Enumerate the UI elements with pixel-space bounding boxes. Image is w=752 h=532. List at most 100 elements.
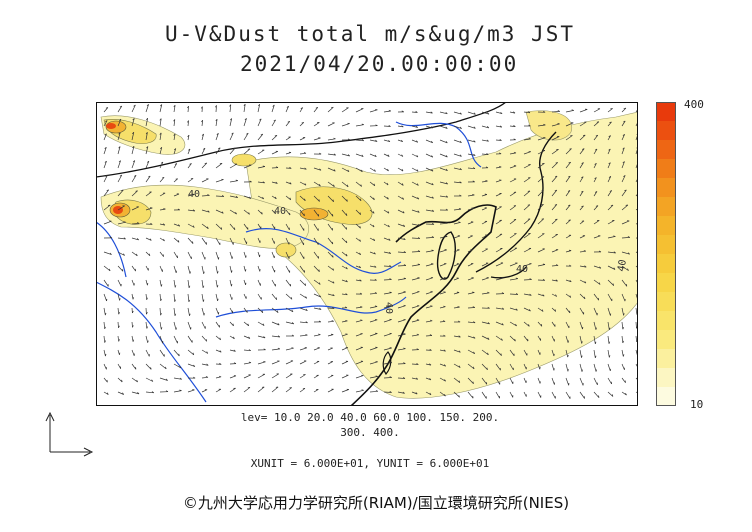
wind-arrow — [145, 335, 149, 343]
wind-arrow-head — [105, 174, 108, 177]
wind-arrow — [201, 133, 204, 141]
wind-arrow-head — [178, 224, 181, 227]
wind-arrow-head — [415, 110, 418, 113]
wind-arrow — [467, 139, 476, 143]
wind-arrow — [327, 265, 334, 271]
wind-arrow-head — [401, 110, 404, 113]
wind-arrow — [201, 279, 204, 288]
wind-arrow-head — [581, 205, 584, 208]
wind-arrow — [299, 321, 308, 324]
wind-arrow-head — [272, 104, 275, 107]
wind-arrow — [397, 291, 406, 295]
wind-arrow-head — [473, 351, 475, 354]
wind-arrow-head — [118, 146, 121, 149]
wind-arrow-head — [401, 168, 404, 172]
wind-arrow — [369, 153, 377, 158]
wind-arrow-head — [622, 354, 625, 357]
wind-arrow-head — [429, 392, 432, 395]
wind-arrow — [537, 335, 542, 341]
wind-arrow — [383, 223, 390, 228]
wind-arrow-head — [221, 195, 225, 197]
wind-arrow-head — [403, 304, 406, 307]
wind-arrow — [411, 111, 418, 113]
colorbar-step — [656, 311, 676, 331]
wind-arrow — [551, 123, 560, 127]
wind-arrow — [369, 292, 377, 295]
wind-arrow-head — [123, 237, 126, 240]
wind-arrow — [103, 293, 107, 302]
wind-arrow — [327, 334, 334, 337]
wind-arrow — [117, 293, 120, 301]
wind-arrow — [425, 237, 434, 239]
wind-arrow-head — [218, 375, 222, 378]
wind-arrow — [537, 321, 543, 327]
wind-arrow — [187, 251, 192, 260]
wind-arrow-head — [247, 323, 250, 326]
wind-arrow-head — [192, 352, 195, 356]
wind-arrow-head — [415, 392, 418, 395]
wind-arrow — [439, 111, 448, 115]
wind-arrow-head — [417, 304, 420, 307]
wind-arrow-head — [458, 320, 461, 323]
wind-arrow-head — [319, 307, 322, 310]
wind-arrow-head — [274, 211, 276, 214]
wind-arrow — [327, 106, 334, 113]
wind-arrow — [411, 251, 421, 253]
wind-arrow-head — [429, 319, 433, 322]
wind-arrow-head — [359, 239, 361, 242]
wind-arrow — [425, 250, 434, 253]
wind-arrow-head — [473, 126, 476, 129]
wind-arrow — [411, 181, 419, 186]
wind-arrow-head — [289, 166, 292, 169]
wind-arrow-head — [445, 155, 448, 158]
wind-arrow — [369, 390, 378, 393]
wind-arrow-head — [344, 306, 348, 309]
wind-arrow — [103, 265, 111, 272]
wind-arrow — [439, 291, 446, 295]
wind-arrow-head — [233, 336, 235, 339]
wind-arrow — [187, 279, 190, 288]
wind-arrow-head — [146, 297, 148, 300]
wind-arrow — [593, 349, 596, 358]
wind-arrow — [229, 293, 233, 300]
wind-arrow — [285, 279, 291, 287]
wind-arrow-head — [173, 119, 176, 122]
wind-arrow-head — [403, 237, 406, 240]
wind-arrow-head — [568, 161, 571, 164]
wind-arrow-head — [372, 224, 375, 228]
wind-arrow-head — [401, 125, 404, 128]
wind-arrow — [607, 293, 613, 302]
wind-arrow — [355, 306, 363, 309]
wind-arrow — [103, 175, 108, 183]
wind-arrow — [145, 377, 154, 382]
wind-arrow — [509, 262, 518, 267]
wind-arrow — [103, 189, 109, 197]
colorbar-step — [656, 330, 676, 350]
wind-arrow — [397, 377, 406, 379]
wind-arrow — [103, 377, 108, 383]
wind-arrow — [551, 234, 558, 239]
wind-arrow — [495, 363, 501, 371]
wind-arrow — [159, 279, 162, 287]
wind-arrow — [621, 321, 624, 330]
wind-arrow — [257, 307, 264, 314]
wind-arrow — [257, 209, 263, 215]
wind-arrow-head — [134, 174, 137, 177]
wind-arrow — [271, 209, 276, 215]
wind-arrow — [411, 377, 418, 380]
wind-arrow-head — [221, 211, 224, 214]
wind-arrow — [439, 377, 446, 382]
wind-arrow-head — [402, 197, 405, 200]
wind-arrow-head — [403, 333, 406, 335]
wind-arrow — [509, 335, 516, 342]
wind-arrow-head — [105, 120, 108, 122]
wind-arrow — [425, 139, 433, 144]
wind-arrow — [607, 121, 612, 127]
wind-arrow-head — [403, 362, 406, 364]
wind-arrow — [453, 263, 460, 267]
wind-arrow — [187, 349, 195, 356]
wind-arrow-head — [178, 353, 180, 357]
wind-arrow — [495, 321, 504, 326]
wind-arrow-head — [244, 118, 247, 121]
wind-arrow — [243, 118, 247, 127]
